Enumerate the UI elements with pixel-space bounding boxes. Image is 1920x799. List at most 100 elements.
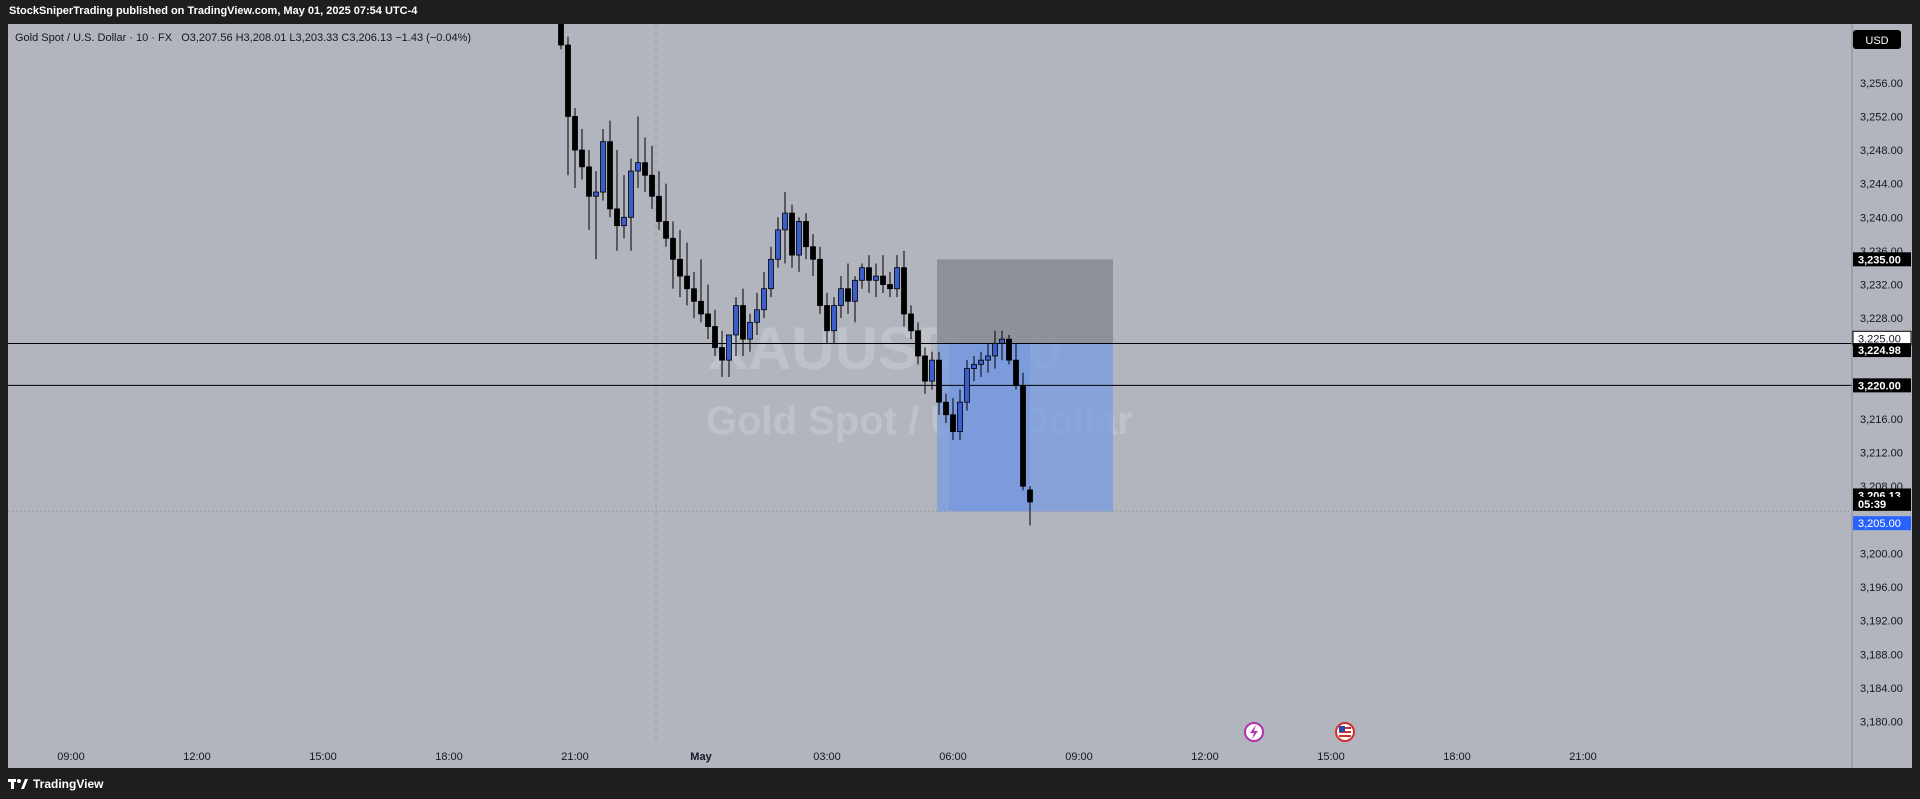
candle-body (614, 208, 620, 227)
price-tick-label-4: 3,240.00 (1860, 212, 1903, 224)
candle-body (698, 300, 704, 315)
candle (635, 116, 641, 188)
candle (600, 129, 606, 201)
candle-body (712, 326, 718, 348)
candle-body (1027, 489, 1033, 503)
candle-body (621, 216, 627, 227)
price-label-text: 3,205.00 (1858, 518, 1901, 530)
legend: Gold Spot / U.S. Dollar · 10 · FX O3,207… (15, 32, 471, 44)
candle-body (558, 24, 564, 46)
price-tick-label-10: 3,212.00 (1860, 448, 1903, 460)
candle (670, 221, 676, 289)
candle-body (768, 258, 774, 290)
time-tick-label-2: 09:00 (57, 751, 85, 763)
candle-body (740, 305, 746, 340)
candle-body (901, 267, 907, 315)
candle (859, 263, 865, 289)
candle (978, 351, 984, 377)
price-tick-label-3: 3,244.00 (1860, 179, 1903, 191)
candle-body (593, 191, 599, 197)
candle (950, 397, 956, 440)
price-tick-label-7: 3,228.00 (1860, 313, 1903, 325)
price-tick-label-6: 3,232.00 (1860, 280, 1903, 292)
time-axis[interactable]: 03:0006:0009:0012:0015:0018:0021:00May03… (8, 751, 1597, 763)
time-tick-label-6: 21:00 (561, 751, 589, 763)
candle (656, 171, 662, 230)
candle (684, 242, 690, 306)
candle-body (894, 267, 900, 290)
time-tick-label-12: 15:00 (1317, 751, 1345, 763)
price-label-bg (1853, 378, 1911, 393)
candle-body (929, 359, 935, 382)
candle (852, 276, 858, 323)
price-label-text: 05:39 (1858, 499, 1886, 511)
footer-bar (0, 768, 1920, 799)
price-tick-label-17: 3,180.00 (1860, 717, 1903, 729)
brand-text: TradingView (33, 777, 104, 791)
candle-body (684, 275, 690, 290)
time-tick-label-11: 12:00 (1191, 751, 1219, 763)
candle-body (747, 321, 753, 340)
candle-body (838, 288, 844, 306)
price-tick-label-2: 3,248.00 (1860, 145, 1903, 157)
price-label-3: 3,220.00 (1853, 378, 1911, 393)
candle-body (635, 162, 641, 172)
lightning-event-icon[interactable] (1244, 722, 1264, 742)
price-label-6: 3,205.00 (1853, 516, 1911, 531)
candle-body (852, 279, 858, 302)
candle (901, 250, 907, 327)
candle (929, 351, 935, 390)
candle (691, 271, 697, 319)
tradingview-logo[interactable]: TradingView (8, 777, 103, 791)
candle (887, 271, 893, 298)
candle (873, 263, 879, 298)
price-label-0: 3,235.00 (1853, 252, 1911, 267)
candle-body (677, 258, 683, 277)
candle-body (782, 212, 788, 231)
candle-body (642, 162, 648, 176)
candle (677, 229, 683, 298)
price-label-bg (1853, 343, 1911, 358)
price-label-1: 3,225.00 (1852, 330, 1912, 346)
time-tick-label-7: May (690, 751, 712, 763)
candle-body (600, 141, 606, 193)
candle-body (978, 359, 984, 365)
candle (698, 259, 704, 323)
candle-body (789, 212, 795, 256)
chart-area[interactable]: XAUUSD, 10 Gold Spot / U.S. Dollar 3,256… (8, 24, 1912, 768)
price-tick-label-12: 3,200.00 (1860, 548, 1903, 560)
candle (614, 150, 620, 251)
svg-text:Gold Spot / U.S. Dollar · 10 ·: Gold Spot / U.S. Dollar · 10 · FX O3,207… (15, 32, 471, 44)
price-axis[interactable]: 3,256.00 3,252.00 3,248.00 3,244.00 3,240.00… (1860, 78, 1903, 729)
currency-button[interactable]: USD (1853, 30, 1901, 49)
time-tick-label-9: 06:00 (939, 751, 967, 763)
chart-canvas[interactable]: XAUUSD, 10 Gold Spot / U.S. Dollar 3,256… (8, 24, 1912, 768)
candle-body (649, 174, 655, 197)
candle (621, 175, 627, 239)
candle (1020, 372, 1026, 491)
candle-body (1006, 338, 1012, 361)
candle (649, 145, 655, 209)
candle-body (817, 258, 823, 306)
price-tick-label-1: 3,252.00 (1860, 111, 1903, 123)
candle-body (908, 313, 914, 332)
price-label-text: 3,235.00 (1858, 254, 1901, 266)
candle (1006, 334, 1012, 365)
price-tick-label-16: 3,184.00 (1860, 683, 1903, 695)
candle (705, 284, 711, 340)
us-flag-event-icon[interactable] (1335, 722, 1355, 742)
candle (789, 204, 795, 268)
candle (817, 246, 823, 314)
time-tick-label-5: 18:00 (435, 751, 463, 763)
candle-body (719, 347, 725, 361)
candle-body (733, 305, 739, 336)
candle-body (831, 305, 837, 332)
candle (586, 150, 592, 230)
candle-body (950, 414, 956, 432)
candle-body (873, 275, 879, 281)
stop-loss-zone (937, 259, 1113, 344)
candle (838, 276, 844, 319)
candle-body (796, 221, 802, 256)
horizontal-lines[interactable] (8, 343, 1852, 512)
price-label-text: 3,220.00 (1858, 380, 1901, 392)
